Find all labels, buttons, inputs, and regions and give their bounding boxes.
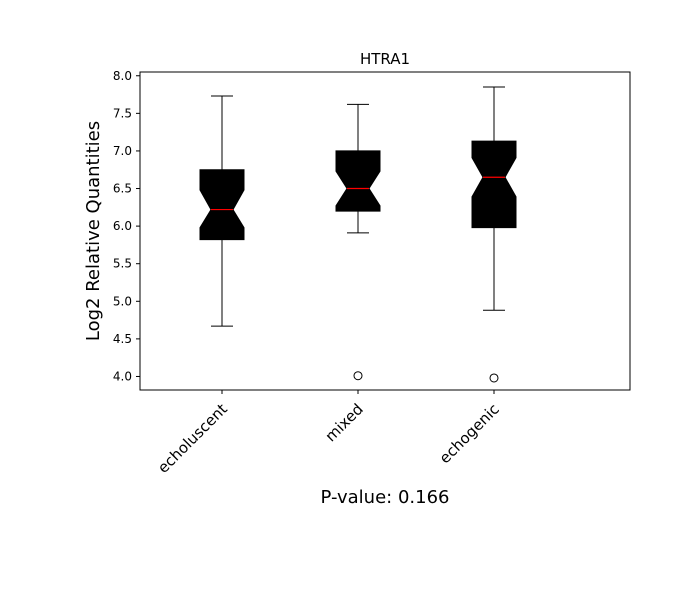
x-category-label: echogenic	[436, 400, 503, 467]
y-tick-label: 6.0	[113, 219, 132, 233]
y-axis-label: Log2 Relative Quantities	[83, 121, 104, 341]
x-category-label: mixed	[322, 400, 367, 445]
x-axis: echoluscent mixed echogenic	[154, 390, 503, 477]
notched-box	[199, 169, 245, 241]
y-tick-label: 7.0	[113, 144, 132, 158]
box-echogenic	[471, 86, 517, 383]
y-axis: 4.0 4.5 5.0 5.5 6.0 6.5 7.0 7.5 8.0	[113, 69, 140, 383]
plot-area	[199, 86, 517, 383]
y-tick-label: 5.5	[113, 257, 132, 271]
y-tick-label: 6.5	[113, 182, 132, 196]
y-tick-label: 4.5	[113, 332, 132, 346]
x-category-label: echoluscent	[154, 400, 231, 477]
p-value-label: P-value: 0.166	[321, 487, 450, 508]
box-echoluscent	[199, 95, 245, 327]
plot-frame	[139, 71, 631, 391]
notched-box	[471, 140, 517, 229]
y-tick-label: 5.0	[113, 294, 132, 308]
chart-title: HTRA1	[360, 50, 410, 68]
outlier-point	[489, 373, 499, 383]
y-tick-label: 4.0	[113, 369, 132, 383]
outlier-point	[353, 371, 363, 381]
y-tick-label: 7.5	[113, 106, 132, 120]
box-mixed	[335, 103, 381, 381]
y-tick-label: 8.0	[113, 69, 132, 83]
notched-box	[335, 150, 381, 212]
